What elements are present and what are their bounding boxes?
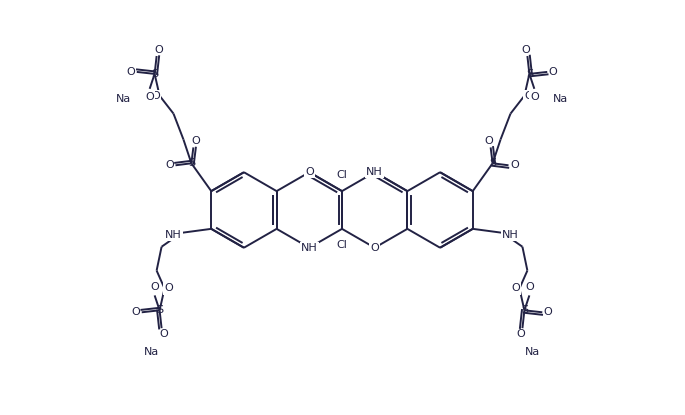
Text: O: O xyxy=(191,137,200,146)
Text: O: O xyxy=(164,283,173,293)
Text: O: O xyxy=(165,160,174,170)
Text: O: O xyxy=(484,137,493,146)
Text: Na: Na xyxy=(553,94,568,104)
Text: O: O xyxy=(510,160,519,170)
Text: NH: NH xyxy=(165,230,182,240)
Text: O: O xyxy=(154,45,163,55)
Text: S: S xyxy=(521,305,528,315)
Text: O: O xyxy=(549,67,558,77)
Text: O: O xyxy=(525,283,534,293)
Text: S: S xyxy=(526,69,533,79)
Text: O: O xyxy=(150,283,159,293)
Text: O: O xyxy=(145,92,154,102)
Text: O: O xyxy=(371,243,379,253)
Text: O: O xyxy=(516,329,525,339)
Text: O: O xyxy=(511,283,520,293)
Text: NH: NH xyxy=(301,243,318,253)
Text: O: O xyxy=(305,167,314,177)
Text: NH: NH xyxy=(502,230,519,240)
Text: O: O xyxy=(521,45,530,55)
Text: Na: Na xyxy=(144,347,160,357)
Text: O: O xyxy=(544,307,553,317)
Text: S: S xyxy=(156,305,163,315)
Text: Na: Na xyxy=(525,347,540,357)
Text: O: O xyxy=(524,91,533,101)
Text: O: O xyxy=(132,307,140,317)
Text: S: S xyxy=(151,69,158,79)
Text: O: O xyxy=(159,329,168,339)
Text: S: S xyxy=(188,158,195,168)
Text: O: O xyxy=(151,91,160,101)
Text: O: O xyxy=(127,67,135,77)
Text: Cl: Cl xyxy=(336,170,347,180)
Text: Na: Na xyxy=(116,94,132,104)
Text: Cl: Cl xyxy=(336,240,347,250)
Text: O: O xyxy=(530,92,538,102)
Text: S: S xyxy=(489,158,496,168)
Text: NH: NH xyxy=(366,167,383,177)
